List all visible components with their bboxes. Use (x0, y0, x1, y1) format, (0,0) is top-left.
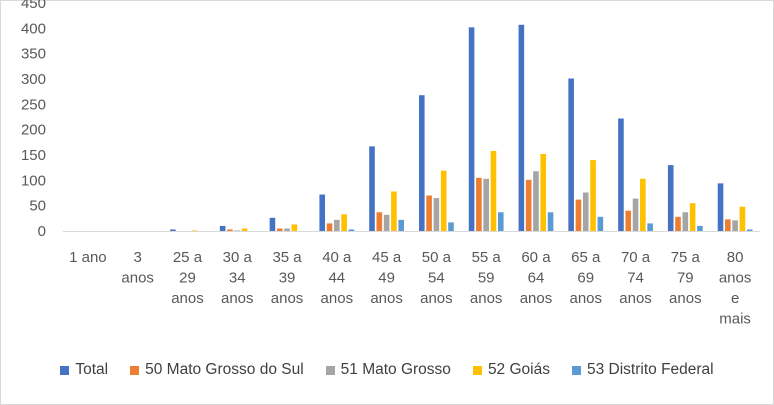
legend-label: 50 Mato Grosso do Sul (145, 361, 304, 378)
x-tick-label: 55 a 59 anos (470, 249, 503, 307)
bar (291, 224, 298, 231)
legend-item: 52 Goiás (472, 361, 550, 379)
bar (547, 212, 554, 231)
legend-swatch (571, 365, 581, 375)
bar (319, 194, 326, 231)
y-tick-label: 50 (29, 198, 46, 215)
bar (334, 219, 340, 231)
bar (398, 219, 405, 231)
bar (640, 178, 646, 231)
bar (234, 230, 241, 231)
x-tick-label: 70 a 74 anos (619, 249, 652, 307)
bar (618, 118, 624, 231)
x-tick-label: 30 a 34 anos (221, 249, 254, 307)
x-tick-label: 50 a 54 anos (420, 249, 453, 307)
bar (284, 228, 290, 231)
bar (525, 179, 532, 231)
bar (433, 198, 440, 231)
bar (426, 195, 432, 231)
bar (497, 212, 504, 231)
y-tick-label: 250 (21, 96, 46, 113)
bar (632, 198, 639, 231)
legend-item: 53 Distrito Federal (571, 361, 714, 379)
x-tick-label: 40 a 44 anos (321, 249, 354, 307)
bar (391, 191, 397, 231)
bar (575, 199, 582, 231)
legend: Total 50 Mato Grosso do Sul 51 Mato Grosso… (0, 358, 774, 382)
legend-swatch (325, 365, 335, 375)
bar (170, 229, 176, 231)
bar-chart: 0 50 100 150 200 250 300 350 400 450 1 ano 3 anos 25 … (21, 0, 760, 328)
bar (533, 171, 539, 231)
bar (739, 206, 746, 231)
legend-label: Total (75, 361, 109, 378)
legend-label: 51 Mato Grosso (340, 361, 451, 378)
bar (341, 214, 347, 231)
bar (241, 228, 248, 231)
bar (348, 229, 355, 231)
bar (219, 225, 226, 231)
bar (746, 229, 753, 231)
bar (376, 212, 383, 231)
bar (732, 220, 738, 231)
bar (540, 153, 547, 231)
bar (269, 217, 276, 231)
x-tick-label: 75 a 79 anos (669, 249, 702, 307)
bar (597, 216, 604, 231)
bar (518, 24, 525, 231)
bar (483, 178, 489, 231)
x-tick-label: 60 a 64 anos (520, 249, 553, 307)
x-tick-label: 3 anos (121, 249, 154, 287)
bar (369, 146, 375, 231)
bar (568, 78, 574, 232)
bar (276, 228, 283, 231)
bar (468, 27, 475, 231)
x-tick-label: 65 a 69 anos (569, 249, 602, 307)
y-tick-label: 100 (21, 172, 46, 189)
bar (582, 192, 589, 231)
legend-swatch (472, 365, 482, 375)
bar (440, 170, 447, 231)
bar (725, 219, 731, 231)
x-tick-label: 25 a 29 anos (171, 249, 204, 307)
bar (590, 160, 596, 231)
bar (383, 214, 390, 231)
bar (717, 183, 724, 231)
x-tick-label: 1 ano (69, 249, 107, 266)
bar (667, 165, 674, 231)
legend-swatch (130, 365, 140, 375)
bar (647, 223, 653, 231)
bar (490, 150, 497, 231)
bar (476, 177, 482, 231)
bar (326, 223, 333, 231)
bar (227, 229, 233, 231)
y-tick-label: 350 (21, 46, 46, 63)
y-tick-label: 200 (21, 122, 46, 139)
legend-item: 51 Mato Grosso (325, 361, 451, 379)
bar (675, 216, 681, 231)
x-tick-label: 80 anos e mais (719, 249, 752, 328)
legend-item: Total (60, 361, 108, 379)
y-tick-label: 400 (21, 20, 46, 37)
y-tick-label: 0 (38, 223, 46, 240)
bar (418, 95, 425, 232)
y-tick-label: 150 (21, 147, 46, 164)
x-tick-label: 45 a 49 anos (370, 249, 403, 307)
bar (625, 210, 632, 231)
x-tick-label: 35 a 39 anos (271, 249, 304, 307)
legend-item: 50 Mato Grosso do Sul (130, 361, 304, 379)
bar (191, 230, 198, 231)
bar (689, 203, 696, 231)
legend-label: 53 Distrito Federal (586, 361, 714, 378)
bar (448, 222, 454, 231)
bar (682, 212, 689, 231)
legend-label: 52 Goiás (487, 361, 550, 378)
bar (697, 225, 703, 231)
y-tick-label: 300 (21, 71, 46, 88)
y-tick-label: 450 (21, 0, 46, 12)
legend-swatch (60, 365, 70, 375)
